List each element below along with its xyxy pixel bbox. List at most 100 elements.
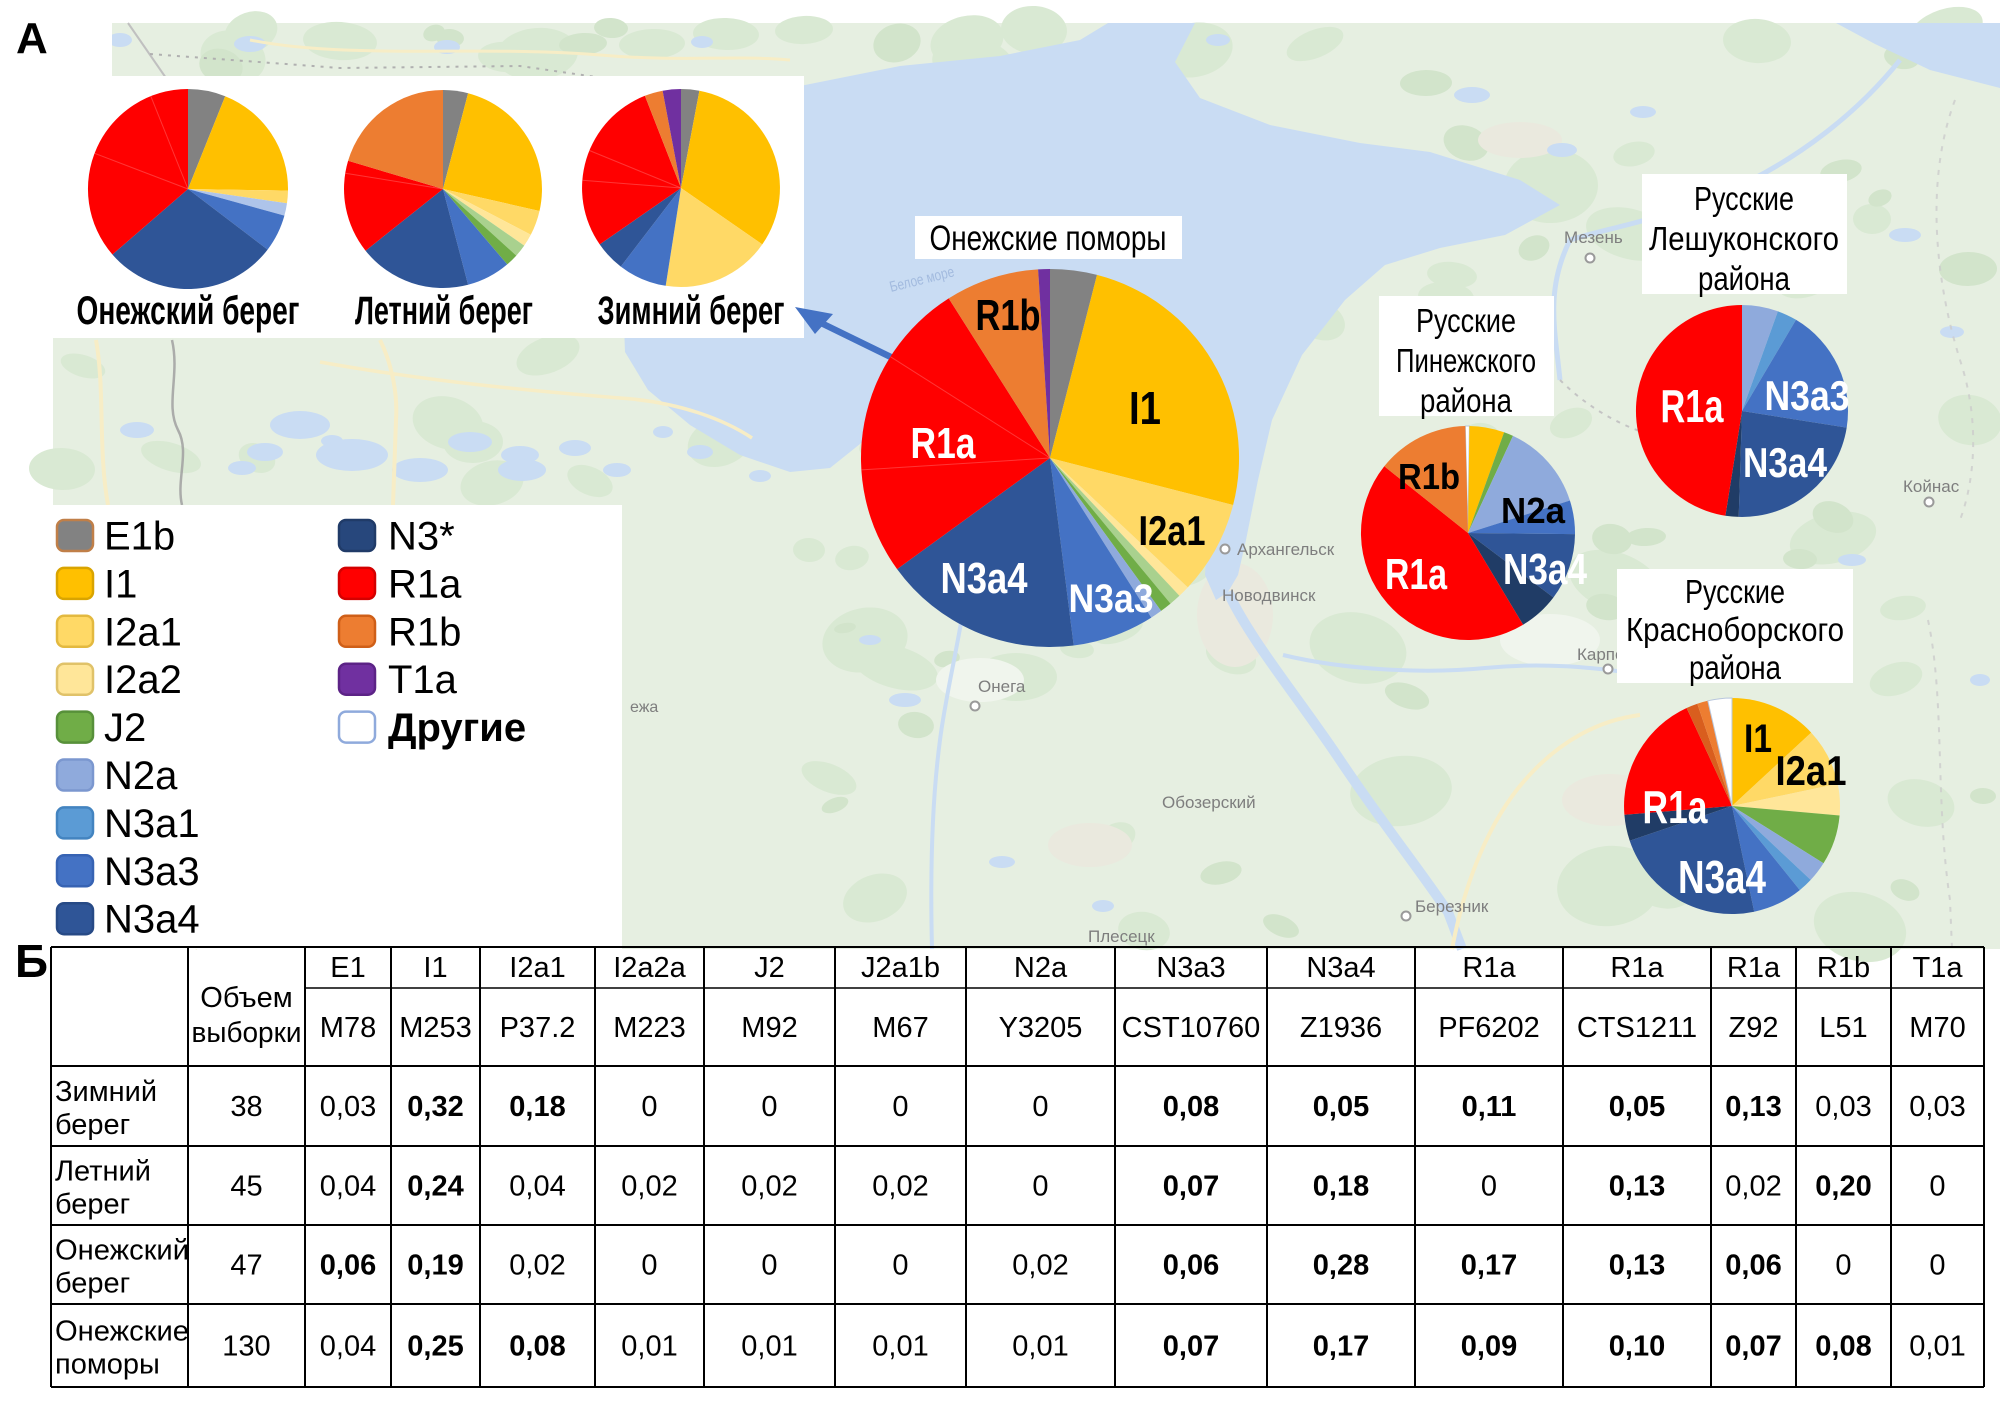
svg-text:Зимний: Зимний <box>55 1076 157 1108</box>
svg-text:Z92: Z92 <box>1729 1012 1779 1044</box>
svg-text:Онежские поморы: Онежские поморы <box>930 219 1167 258</box>
svg-text:L51: L51 <box>1819 1012 1867 1044</box>
svg-text:M253: M253 <box>399 1012 472 1044</box>
svg-text:R1b: R1b <box>976 291 1041 340</box>
svg-text:0,07: 0,07 <box>1163 1331 1219 1363</box>
svg-text:Летний берег: Летний берег <box>355 289 533 333</box>
svg-text:0,04: 0,04 <box>320 1171 376 1203</box>
svg-text:Онежские: Онежские <box>55 1316 189 1348</box>
svg-text:0: 0 <box>641 1091 657 1123</box>
svg-text:0,08: 0,08 <box>509 1331 565 1363</box>
svg-text:Z1936: Z1936 <box>1300 1012 1382 1044</box>
svg-text:I1: I1 <box>1129 382 1161 434</box>
svg-text:N3a3: N3a3 <box>1069 577 1154 621</box>
svg-text:I2a1: I2a1 <box>104 610 182 654</box>
svg-text:N3a4: N3a4 <box>1503 545 1587 594</box>
svg-text:CTS1211: CTS1211 <box>1577 1012 1697 1044</box>
svg-text:R1a: R1a <box>1661 380 1724 432</box>
svg-text:PF6202: PF6202 <box>1438 1012 1540 1044</box>
svg-text:I2a1: I2a1 <box>1776 747 1847 794</box>
svg-text:R1a: R1a <box>911 419 976 468</box>
svg-text:0,08: 0,08 <box>1163 1091 1219 1123</box>
svg-text:M70: M70 <box>1909 1012 1965 1044</box>
svg-text:0,05: 0,05 <box>1609 1091 1665 1123</box>
svg-text:R1a: R1a <box>1643 781 1708 833</box>
svg-text:0,18: 0,18 <box>1313 1171 1369 1203</box>
svg-text:Объем: Объем <box>200 982 292 1014</box>
svg-text:0,24: 0,24 <box>407 1171 463 1203</box>
svg-text:N3a1: N3a1 <box>104 802 200 846</box>
svg-text:0: 0 <box>761 1091 777 1123</box>
svg-text:0,03: 0,03 <box>1909 1091 1965 1123</box>
svg-text:R1a: R1a <box>1385 550 1447 599</box>
svg-text:0: 0 <box>892 1250 908 1282</box>
svg-text:38: 38 <box>230 1091 262 1123</box>
svg-text:M78: M78 <box>320 1012 376 1044</box>
svg-text:ежа: ежа <box>630 699 658 716</box>
svg-text:R1a: R1a <box>1610 952 1664 984</box>
svg-text:M92: M92 <box>741 1012 797 1044</box>
svg-text:0,01: 0,01 <box>1909 1331 1965 1363</box>
svg-text:Плесецк: Плесецк <box>1088 927 1155 946</box>
svg-text:130: 130 <box>222 1331 270 1363</box>
svg-text:Пинежского: Пинежского <box>1396 342 1536 379</box>
svg-text:0: 0 <box>1835 1250 1851 1282</box>
svg-text:Онега: Онега <box>978 677 1026 696</box>
svg-text:N2a: N2a <box>104 754 178 798</box>
svg-text:T1a: T1a <box>1913 952 1964 984</box>
svg-text:района: района <box>1420 382 1513 419</box>
svg-text:Лешуконского: Лешуконского <box>1649 220 1839 257</box>
svg-text:N3a3: N3a3 <box>1765 372 1850 419</box>
svg-text:0,11: 0,11 <box>1462 1091 1517 1123</box>
svg-text:поморы: поморы <box>55 1349 160 1381</box>
svg-text:I1: I1 <box>104 562 137 606</box>
svg-text:0,06: 0,06 <box>320 1250 376 1282</box>
svg-text:45: 45 <box>230 1171 262 1203</box>
svg-text:Другие: Другие <box>388 706 526 750</box>
svg-text:R1a: R1a <box>1727 952 1781 984</box>
svg-text:0,02: 0,02 <box>741 1171 797 1203</box>
svg-text:Мезень: Мезень <box>1564 228 1623 247</box>
svg-text:0,08: 0,08 <box>1815 1331 1871 1363</box>
svg-text:N2a: N2a <box>1014 952 1068 984</box>
svg-text:Новодвинск: Новодвинск <box>1222 586 1316 605</box>
svg-text:0,07: 0,07 <box>1725 1331 1781 1363</box>
svg-text:0,10: 0,10 <box>1609 1331 1665 1363</box>
svg-text:I2a2a: I2a2a <box>613 952 686 984</box>
svg-text:Березник: Березник <box>1415 897 1489 916</box>
svg-text:0,09: 0,09 <box>1461 1331 1517 1363</box>
svg-text:E1: E1 <box>330 952 365 984</box>
svg-text:0,03: 0,03 <box>320 1091 376 1123</box>
svg-text:0,04: 0,04 <box>320 1331 376 1363</box>
svg-text:района: района <box>1698 260 1791 297</box>
svg-text:А: А <box>16 14 48 63</box>
svg-text:J2: J2 <box>104 706 146 750</box>
svg-text:N3a4: N3a4 <box>104 898 200 942</box>
svg-text:0: 0 <box>761 1250 777 1282</box>
svg-text:0,13: 0,13 <box>1609 1171 1665 1203</box>
svg-text:CST10760: CST10760 <box>1122 1012 1261 1044</box>
svg-text:0: 0 <box>641 1250 657 1282</box>
svg-text:R1a: R1a <box>1462 952 1516 984</box>
svg-text:0,01: 0,01 <box>741 1331 797 1363</box>
svg-text:0,25: 0,25 <box>407 1331 463 1363</box>
svg-text:P37.2: P37.2 <box>500 1012 576 1044</box>
svg-text:берег: берег <box>55 1189 130 1221</box>
svg-text:0,13: 0,13 <box>1609 1250 1665 1282</box>
svg-text:выборки: выборки <box>192 1017 302 1049</box>
svg-text:0,06: 0,06 <box>1725 1250 1781 1282</box>
svg-text:0,20: 0,20 <box>1815 1171 1871 1203</box>
svg-text:0,13: 0,13 <box>1725 1091 1781 1123</box>
svg-text:Обозерский: Обозерский <box>1162 793 1256 812</box>
svg-text:N3a3: N3a3 <box>104 850 200 894</box>
svg-text:J2a1b: J2a1b <box>861 952 940 984</box>
svg-text:I1: I1 <box>423 952 447 984</box>
svg-text:Красноборского: Красноборского <box>1626 611 1844 648</box>
svg-text:Койнас: Койнас <box>1903 477 1960 496</box>
svg-text:0,02: 0,02 <box>621 1171 677 1203</box>
svg-text:M223: M223 <box>613 1012 686 1044</box>
svg-text:N3a4: N3a4 <box>941 554 1028 603</box>
svg-text:0: 0 <box>1481 1171 1497 1203</box>
svg-text:0,02: 0,02 <box>1725 1171 1781 1203</box>
svg-text:0: 0 <box>1032 1091 1048 1123</box>
